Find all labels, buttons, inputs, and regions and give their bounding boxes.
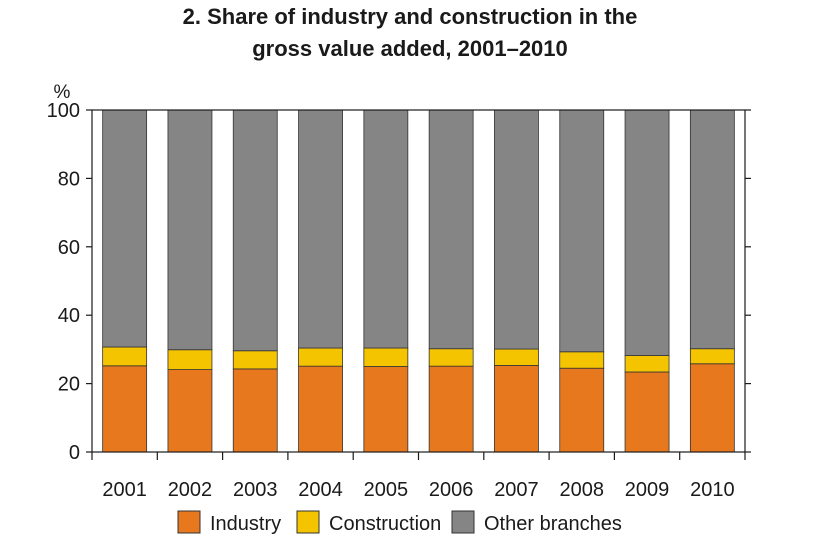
bar-2004-other-branches (298, 109, 343, 349)
legend-label-construction: Construction (329, 513, 441, 535)
bar-2004-construction (298, 347, 343, 367)
bar-2008-other-branches (559, 109, 605, 353)
x-tick-label-2002: 2002 (168, 479, 213, 501)
y-tick-label: 40 (58, 305, 80, 327)
legend-label-other-branches: Other branches (484, 513, 622, 535)
bar-2008-industry (559, 367, 605, 453)
x-tick-label-2003: 2003 (233, 479, 278, 501)
x-tick-label-2009: 2009 (625, 479, 670, 501)
bar-2002-industry (167, 369, 213, 453)
y-tick-label: 20 (58, 374, 80, 396)
x-tick-label-2006: 2006 (429, 479, 474, 501)
bar-2001-industry (102, 365, 148, 453)
y-axis-label: % (54, 82, 71, 103)
bar-2008-construction (559, 351, 605, 369)
bar-2004-industry (298, 365, 343, 453)
y-tick-label: 80 (58, 168, 80, 190)
axes: 0 20 40 60 80 100% 2001 2002 2003 2004 2005 2006 200… (47, 82, 751, 501)
bar-2009-construction (624, 355, 670, 373)
x-tick-label-2010: 2010 (690, 479, 735, 501)
bar-2002-other-branches (167, 109, 213, 351)
bar-2010-other-branches (689, 109, 735, 350)
bar-2006-construction (428, 348, 474, 367)
bar-2006-industry (428, 365, 474, 453)
bar-2005-construction (363, 347, 409, 367)
x-tick-label-2007: 2007 (494, 479, 539, 501)
bar-2001-other-branches (102, 109, 148, 348)
bar-2007-other-branches (494, 109, 539, 350)
bar-2010-industry (689, 363, 735, 453)
bar-2007-industry (494, 365, 539, 453)
chart-title-line-1: 2. Share of industry and construction in… (182, 4, 638, 29)
bar-2001-construction (102, 346, 148, 367)
bar-2003-construction (232, 350, 278, 370)
bar-2009-other-branches (624, 109, 670, 356)
y-tick-label: 0 (69, 442, 80, 464)
legend-swatch-industry (177, 510, 201, 534)
bar-2007-construction (494, 348, 539, 366)
x-tick-label-2008: 2008 (560, 479, 605, 501)
bar-2005-other-branches (363, 109, 409, 349)
bar-2010-construction (689, 348, 735, 365)
y-tick-label: 100 (47, 100, 80, 122)
legend: Industry Construction Other branches (177, 510, 622, 535)
plot-area (102, 109, 735, 453)
chart-title-line-2: gross value added, 2001–2010 (252, 36, 568, 61)
bar-2003-other-branches (232, 109, 278, 352)
bar-2005-industry (363, 366, 409, 453)
bar-2006-other-branches (428, 109, 474, 350)
x-tick-label-2001: 2001 (102, 479, 147, 501)
y-tick-label: 60 (58, 237, 80, 259)
legend-swatch-construction (296, 510, 320, 534)
legend-label-industry: Industry (210, 513, 281, 535)
bar-2002-construction (167, 349, 213, 370)
x-tick-label-2004: 2004 (298, 479, 343, 501)
bar-2003-industry (232, 368, 278, 453)
bar-2009-industry (624, 371, 670, 453)
legend-swatch-other-branches (451, 510, 475, 534)
x-tick-label-2005: 2005 (364, 479, 409, 501)
